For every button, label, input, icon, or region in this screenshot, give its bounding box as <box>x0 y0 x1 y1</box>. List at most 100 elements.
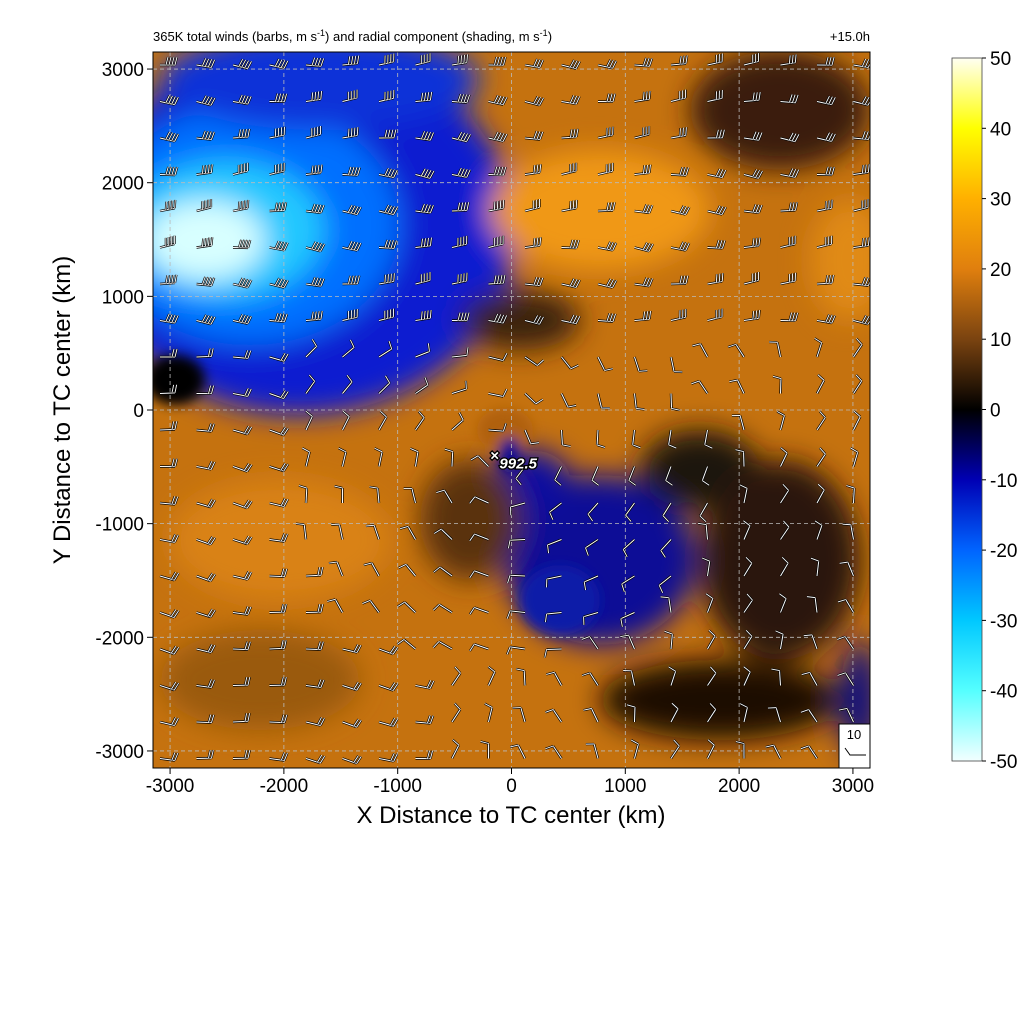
wind-barb <box>468 532 489 542</box>
wind-barb <box>196 199 213 213</box>
wind-barb <box>159 533 180 544</box>
wind-barb <box>582 611 599 625</box>
wind-barb <box>451 167 472 179</box>
wind-barb <box>305 203 325 215</box>
wind-barb <box>742 519 752 540</box>
wind-barb <box>780 272 797 286</box>
wind-barb <box>560 392 577 409</box>
wind-barb <box>305 679 325 689</box>
wind-barb <box>342 89 359 103</box>
wind-barb <box>232 606 252 616</box>
y-tick-label: -2000 <box>95 628 144 649</box>
wind-barb <box>634 126 651 140</box>
wind-barb <box>707 239 726 250</box>
wind-barb <box>232 535 253 546</box>
wind-barb <box>742 556 753 577</box>
wind-barb <box>816 447 827 468</box>
wind-barb <box>451 347 470 359</box>
shading-blob <box>160 630 360 730</box>
wind-barb <box>305 566 324 578</box>
wind-barb <box>853 199 870 213</box>
wind-barb <box>546 671 563 687</box>
wind-barb <box>305 310 324 322</box>
wind-barb <box>701 556 711 577</box>
wind-barb <box>196 608 217 619</box>
wind-barb <box>775 629 785 650</box>
wind-barb <box>779 446 789 468</box>
colorbar-tick-label: -40 <box>990 682 1017 703</box>
x-tick-label: -1000 <box>373 776 422 797</box>
wind-barb <box>374 447 384 467</box>
wind-barb <box>159 384 178 395</box>
wind-barb <box>595 429 606 449</box>
wind-barb <box>342 754 363 765</box>
wind-barb <box>815 410 827 431</box>
wind-barb <box>619 611 635 628</box>
y-tick-label: 3000 <box>102 60 144 81</box>
wind-barb <box>342 718 363 729</box>
wind-barb <box>488 313 508 325</box>
wind-barb <box>729 378 746 395</box>
wind-barb <box>779 483 790 504</box>
wind-barb <box>507 538 526 549</box>
wind-barb <box>396 638 417 650</box>
wind-barb <box>451 666 462 687</box>
wind-barb <box>780 312 799 322</box>
wind-barb <box>488 94 508 106</box>
wind-barb <box>305 241 326 253</box>
wind-barb <box>630 739 640 759</box>
colorbar-tick-label: -30 <box>990 611 1017 632</box>
wind-barb <box>597 93 617 103</box>
wind-barb <box>780 132 800 143</box>
wind-barb <box>451 312 471 322</box>
wind-barb <box>669 702 680 723</box>
wind-barb <box>667 429 677 450</box>
colorbar-tick-label: 30 <box>990 190 1011 211</box>
wind-barb <box>771 667 782 686</box>
wind-barb <box>159 94 180 106</box>
wind-barb <box>468 495 489 505</box>
wind-barb <box>548 502 563 521</box>
wind-barb <box>523 429 540 445</box>
wind-barb <box>664 630 674 650</box>
wind-barb <box>305 754 326 765</box>
wind-barb <box>707 273 724 286</box>
wind-barb <box>159 199 177 213</box>
wind-barb <box>488 131 508 143</box>
wind-barb <box>378 375 391 395</box>
wind-barb <box>806 595 819 613</box>
wind-barb <box>327 598 344 614</box>
wind-barb <box>451 202 470 213</box>
wind-barb <box>853 164 870 176</box>
wind-barb <box>524 199 541 213</box>
wind-barb <box>767 706 782 723</box>
wind-barb <box>561 239 580 250</box>
y-tick-label: 1000 <box>102 287 144 308</box>
wind-barb <box>837 671 855 687</box>
wind-barb <box>524 314 545 326</box>
wind-barb <box>850 446 859 467</box>
wind-barb <box>506 574 526 584</box>
wind-barb <box>707 168 727 179</box>
shading-blob <box>700 460 860 660</box>
wind-barb <box>634 310 652 322</box>
wind-barb <box>159 681 180 692</box>
wind-barb <box>378 53 395 67</box>
wind-barb <box>232 387 253 398</box>
shading-blob <box>460 290 580 350</box>
wind-barb <box>488 235 505 249</box>
wind-barb <box>506 645 526 655</box>
wind-barb <box>703 429 713 450</box>
wind-barb <box>561 199 578 213</box>
wind-barb <box>415 750 434 760</box>
y-axis-ticks: 3000 2000 1000 0 -1000 -2000 -3000 <box>95 60 153 763</box>
wind-barb <box>597 126 615 140</box>
wind-barb <box>488 199 505 213</box>
wind-barb <box>305 164 324 176</box>
wind-barb <box>269 497 289 508</box>
wind-barb <box>342 275 361 286</box>
wind-barb <box>776 410 786 431</box>
wind-barb <box>707 89 724 103</box>
wind-barb <box>305 338 318 358</box>
